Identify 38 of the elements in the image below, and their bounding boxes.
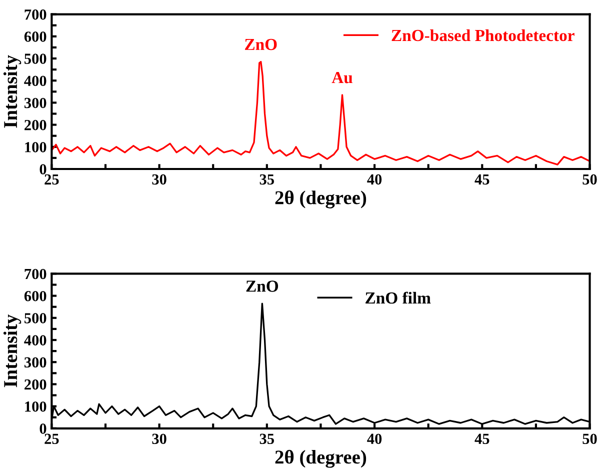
x-tick-label: 25 (44, 434, 59, 444)
x-tick-label: 30 (152, 174, 166, 185)
y-axis-title: Intensity (3, 55, 22, 128)
x-tick-label: 35 (260, 434, 274, 444)
y-tick-label: 400 (24, 76, 46, 86)
x-tick-label: 45 (474, 174, 490, 185)
x-tick-label: 30 (152, 434, 166, 444)
y-tick-label: 700 (24, 268, 46, 280)
y-tick-label: 600 (24, 32, 46, 42)
annotation: ZnO (245, 38, 277, 50)
y-tick-label: 700 (24, 9, 46, 20)
y-tick-label: 500 (24, 54, 46, 64)
y-tick-label: 200 (24, 120, 46, 130)
y-tick-label: 600 (24, 290, 46, 302)
annotation: Au (332, 72, 352, 84)
x-axis-title: 2θ (degree) (275, 190, 366, 208)
y-axis-title: Intensity (3, 314, 22, 388)
line-series (52, 60, 590, 166)
y-tick-label: 0 (40, 164, 46, 174)
y-tick-label: 100 (25, 142, 46, 152)
x-tick-label: 45 (474, 434, 490, 444)
y-tick-label: 100 (25, 401, 46, 412)
annotation: ZnO (246, 280, 278, 292)
y-tick-label: 300 (24, 357, 46, 368)
x-tick-label: 40 (367, 174, 382, 185)
y-tick-label: 400 (24, 335, 46, 346)
y-tick-label: 500 (24, 313, 46, 324)
x-tick-label: 25 (44, 174, 59, 185)
legend-label: ZnO film (366, 292, 431, 304)
y-tick-label: 0 (40, 424, 46, 434)
y-tick-label: 300 (24, 98, 46, 108)
legend-label: ZnO-based Photodetector (392, 29, 574, 42)
x-tick-label: 35 (260, 174, 274, 185)
x-tick-label: 50 (582, 174, 597, 185)
x-axis-title: 2θ (degree) (275, 450, 366, 468)
y-tick-label: 200 (24, 379, 46, 390)
x-tick-label: 40 (367, 434, 382, 444)
x-tick-label: 50 (582, 434, 597, 444)
